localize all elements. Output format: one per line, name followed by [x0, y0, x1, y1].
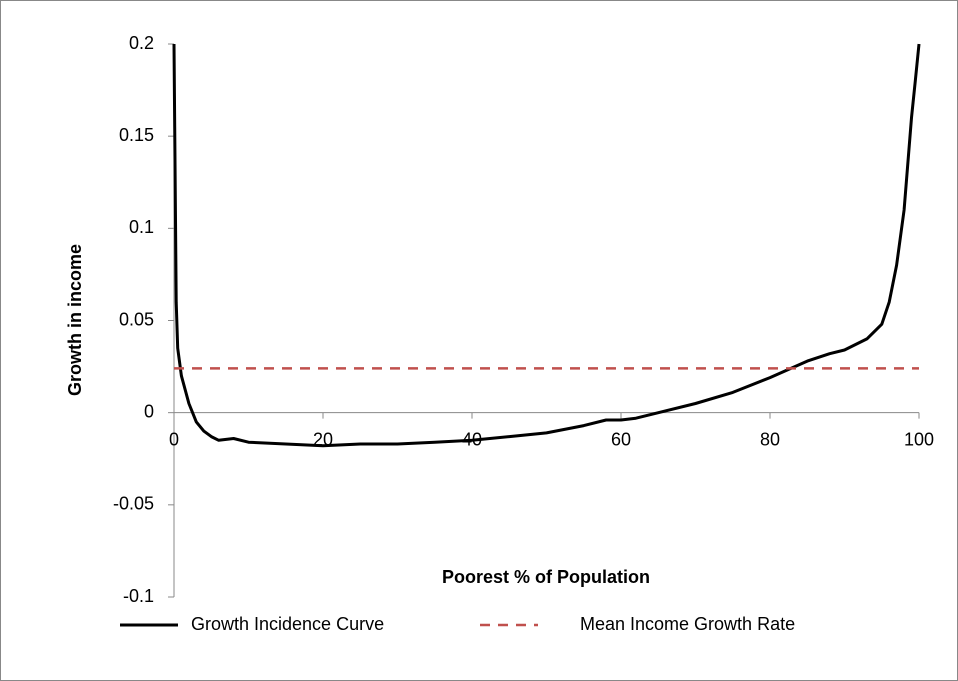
y-tick-label: 0	[144, 401, 154, 421]
legend-label: Growth Incidence Curve	[191, 614, 384, 634]
legend-label: Mean Income Growth Rate	[580, 614, 795, 634]
y-tick-label: 0.05	[119, 309, 154, 329]
series-line	[172, 43, 921, 448]
y-tick-label: 0.2	[129, 33, 154, 53]
x-tick-label: 80	[760, 429, 780, 449]
y-tick-label: 0.1	[129, 217, 154, 237]
x-tick-label: 60	[611, 429, 631, 449]
x-axis-title: Poorest % of Population	[442, 567, 650, 587]
y-tick-label: 0.15	[119, 125, 154, 145]
x-tick-label: 0	[169, 429, 179, 449]
y-tick-label: -0.05	[113, 494, 154, 514]
x-tick-label: 100	[904, 429, 934, 449]
y-axis-title: Growth in income	[65, 244, 85, 396]
y-tick-label: -0.1	[123, 586, 154, 606]
